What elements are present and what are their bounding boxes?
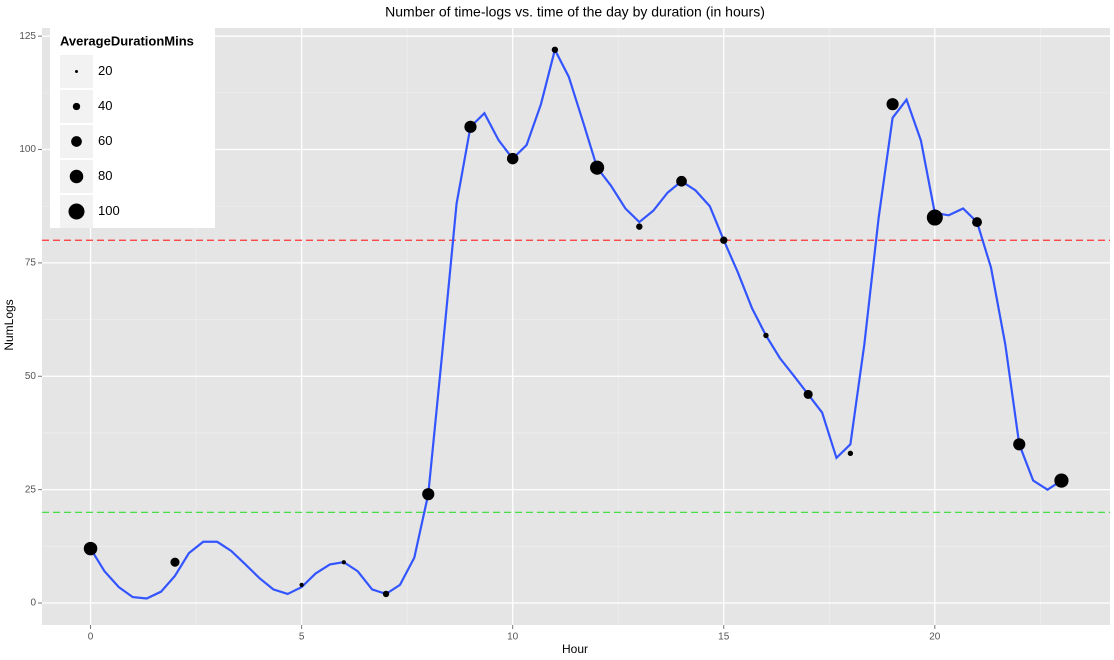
plot-panel xyxy=(42,28,1110,625)
y-tick-label: 75 xyxy=(25,258,37,269)
point xyxy=(83,541,98,556)
smooth-line xyxy=(89,46,1063,600)
point xyxy=(590,160,605,175)
chart-title: Number of time-logs vs. time of the day … xyxy=(385,4,765,20)
y-tick-label: 25 xyxy=(25,484,37,495)
point xyxy=(170,557,180,567)
x-tick-label: 15 xyxy=(718,632,730,643)
legend-point xyxy=(69,169,84,184)
x-tick-label: 5 xyxy=(299,632,305,643)
point xyxy=(847,450,854,457)
x-tick-label: 0 xyxy=(88,632,94,643)
legend-point xyxy=(68,203,85,220)
point xyxy=(1013,438,1026,451)
point xyxy=(464,120,477,133)
point xyxy=(972,217,982,228)
x-tick-label: 10 xyxy=(507,632,519,643)
point xyxy=(341,560,346,565)
point xyxy=(636,223,643,230)
point xyxy=(720,236,728,244)
legend-point xyxy=(75,70,78,73)
legend-title: AverageDurationMins xyxy=(60,33,194,48)
legend-label: 100 xyxy=(98,203,120,218)
point xyxy=(1054,473,1069,488)
point xyxy=(551,46,559,53)
y-tick-label: 100 xyxy=(19,144,36,155)
x-tick-label: 20 xyxy=(929,632,941,643)
point xyxy=(926,209,943,226)
y-tick-label: 0 xyxy=(30,598,36,609)
point xyxy=(422,488,435,501)
point xyxy=(886,98,899,111)
legend-point xyxy=(72,102,81,111)
legend-label: 80 xyxy=(98,168,112,183)
point xyxy=(763,332,769,339)
y-axis-label: NumLogs xyxy=(2,299,16,350)
point xyxy=(299,582,304,587)
point xyxy=(803,389,813,399)
y-tick-label: 125 xyxy=(19,31,36,42)
legend-label: 60 xyxy=(98,133,112,148)
y-tick-label: 50 xyxy=(25,371,37,382)
legend-point xyxy=(71,136,82,147)
legend-label: 40 xyxy=(98,98,112,113)
point xyxy=(506,152,519,165)
point xyxy=(676,175,687,187)
x-axis-label: Hour xyxy=(562,642,588,656)
legend-label: 20 xyxy=(98,63,112,78)
point xyxy=(382,590,390,598)
